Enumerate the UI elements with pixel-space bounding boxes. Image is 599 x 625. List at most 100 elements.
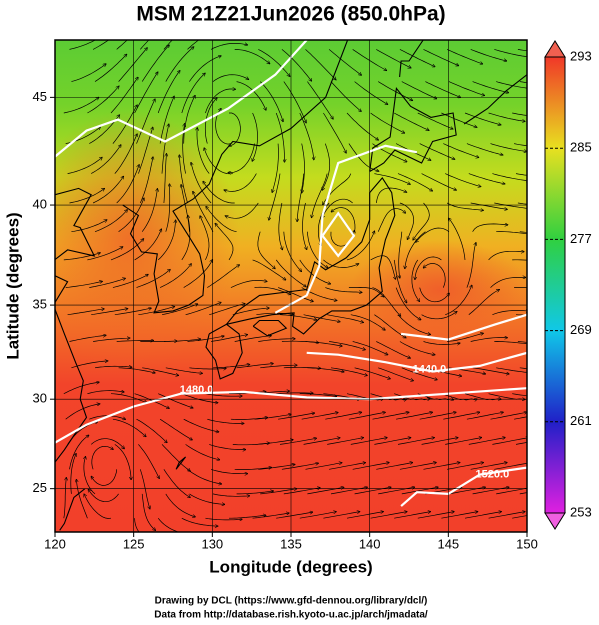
- contour-label: 1520.0: [476, 469, 510, 481]
- coastline: [226, 176, 396, 335]
- streamline: [63, 478, 67, 519]
- streamline: [468, 290, 500, 315]
- streamline: [139, 157, 153, 204]
- streamline: [185, 444, 220, 459]
- streamline: [258, 464, 295, 470]
- colorbar-label: 285: [570, 140, 592, 155]
- streamline: [354, 367, 391, 379]
- streamline: [228, 143, 255, 173]
- streamline: [91, 309, 128, 316]
- streamline: [374, 314, 406, 338]
- streamline: [307, 367, 344, 372]
- streamline: [468, 438, 505, 445]
- streamline: [110, 239, 144, 261]
- coastlines: [55, 40, 527, 531]
- streamline: [181, 517, 218, 526]
- streamline: [396, 412, 432, 420]
- streamline: [278, 202, 283, 250]
- streamline: [488, 251, 524, 261]
- streamline: [163, 40, 173, 50]
- streamline: [232, 308, 269, 316]
- streamline: [323, 259, 358, 268]
- streamline: [116, 165, 140, 204]
- coastline: [399, 40, 424, 78]
- streamline: [114, 444, 131, 479]
- streamline: [187, 469, 222, 484]
- streamline: [470, 202, 508, 209]
- streamline: [234, 336, 272, 342]
- streamline: [165, 184, 170, 232]
- streamline: [63, 382, 99, 395]
- streamline: [303, 314, 340, 322]
- map-title: MSM 21Z21Jun2026 (850.0hPa): [136, 3, 445, 26]
- streamline: [163, 339, 201, 342]
- streamline: [275, 259, 306, 287]
- coastline: [122, 40, 349, 314]
- streamline: [191, 163, 212, 204]
- streamline: [118, 48, 148, 82]
- streamline: [254, 414, 292, 420]
- streamline: [230, 280, 267, 288]
- streamline: [212, 493, 250, 496]
- streamline: [413, 202, 430, 240]
- streamline: [350, 314, 385, 330]
- streamlines: [63, 40, 527, 532]
- streamline: [419, 287, 450, 303]
- streamline: [276, 393, 313, 394]
- streamline: [163, 469, 190, 497]
- streamline: [299, 259, 331, 284]
- streamline: [252, 112, 258, 161]
- streamline: [517, 49, 527, 52]
- contour-label: 1480.0: [180, 384, 214, 396]
- streamline: [229, 112, 241, 146]
- colorbar-cap: [544, 40, 566, 58]
- y-tick-label: 40: [33, 196, 47, 211]
- streamline: [423, 49, 459, 65]
- streamline: [514, 416, 527, 420]
- streamline: [279, 438, 316, 445]
- colorbar-label: 253: [570, 504, 592, 519]
- streamline: [346, 231, 375, 261]
- streamline: [185, 302, 221, 316]
- streamline: [329, 463, 365, 470]
- streamline: [401, 487, 438, 495]
- streamline: [76, 480, 88, 519]
- streamline: [425, 81, 460, 98]
- streamline: [331, 207, 356, 232]
- streamline: [142, 367, 178, 376]
- streamline: [421, 312, 457, 320]
- streamline: [88, 489, 119, 503]
- streamline: [189, 368, 226, 369]
- streamline: [490, 412, 527, 420]
- streamline: [84, 494, 112, 519]
- contour-line: [274, 144, 418, 314]
- streamline: [447, 463, 483, 470]
- streamline: [281, 49, 312, 81]
- streamline: [161, 304, 198, 316]
- streamline: [200, 216, 210, 261]
- streamline: [181, 393, 218, 403]
- streamline: [258, 339, 295, 342]
- streamline: [519, 367, 527, 370]
- streamline: [259, 81, 283, 122]
- streamline: [494, 462, 527, 470]
- streamline: [225, 202, 259, 219]
- streamline: [141, 189, 157, 232]
- streamline: [63, 97, 99, 114]
- coastline: [252, 319, 288, 337]
- streamline: [512, 112, 527, 116]
- streamline: [494, 341, 527, 345]
- y-tick-label: 45: [33, 89, 47, 104]
- streamline: [211, 335, 247, 342]
- streamline: [275, 112, 284, 162]
- colorbar-cap: [544, 512, 566, 530]
- streamline: [330, 367, 367, 376]
- streamline: [397, 314, 430, 335]
- streamline: [466, 143, 503, 155]
- streamline: [91, 469, 118, 486]
- streamline: [157, 220, 175, 261]
- colorbar-label: 277: [570, 231, 592, 246]
- streamline: [519, 81, 527, 84]
- streamline: [397, 173, 432, 191]
